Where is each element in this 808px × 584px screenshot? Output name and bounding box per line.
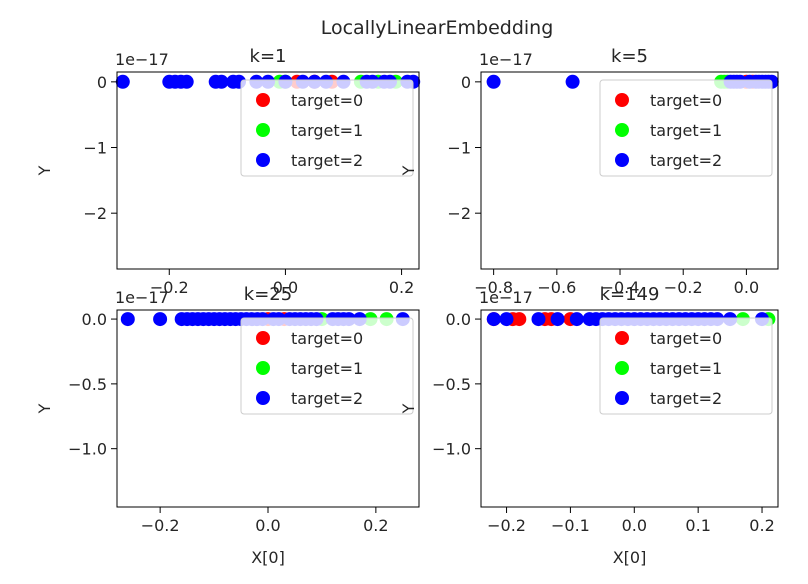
figure-suptitle: LocallyLinearEmbedding bbox=[321, 17, 554, 39]
y-tick-label: 0 bbox=[461, 73, 471, 92]
subplot-title: k=5 bbox=[611, 46, 648, 67]
x-tick-label: −0.2 bbox=[664, 278, 703, 297]
x-tick-label: 0.0 bbox=[622, 516, 647, 535]
y-tick-label: 0.0 bbox=[446, 310, 471, 329]
data-point-target2 bbox=[115, 74, 130, 89]
x-axis-label: X[0] bbox=[251, 548, 285, 567]
x-tick-label: 0.0 bbox=[734, 278, 759, 297]
legend-box bbox=[599, 79, 773, 177]
y-axis-label: Y bbox=[35, 403, 54, 414]
subplot-title: k=149 bbox=[600, 284, 660, 305]
y-tick-label: 0.0 bbox=[82, 310, 107, 329]
y-tick-label: −1 bbox=[83, 139, 107, 158]
legend-label-target1: target=1 bbox=[650, 121, 722, 140]
legend-box bbox=[240, 317, 414, 415]
legend-marker-target0 bbox=[256, 93, 270, 107]
axes-frame bbox=[480, 309, 779, 508]
legend-marker-target1 bbox=[256, 123, 270, 137]
subplot-title: k=1 bbox=[250, 46, 287, 67]
legend-marker-target2 bbox=[256, 153, 270, 167]
y-offset-text: 1e−17 bbox=[479, 288, 533, 307]
legend-marker-target1 bbox=[615, 123, 629, 137]
y-offset-text: 1e−17 bbox=[479, 50, 533, 69]
y-tick-label: −0.5 bbox=[432, 375, 471, 394]
x-tick-label: 0.0 bbox=[255, 516, 280, 535]
data-point-target2 bbox=[214, 74, 229, 89]
legend-marker-target2 bbox=[615, 153, 629, 167]
y-tick-label: 0 bbox=[97, 73, 107, 92]
x-tick-label: −0.4 bbox=[601, 278, 640, 297]
legend-label-target1: target=1 bbox=[291, 359, 363, 378]
x-tick-label: −0.2 bbox=[141, 516, 180, 535]
data-point-target2 bbox=[565, 74, 580, 89]
subplot-2: −0.8 −0.6 −0.4 −0.2 0.0 0 −1 −2 1e−17 k=5 Ytarget=… bbox=[399, 46, 779, 297]
x-tick-label: 0.0 bbox=[273, 278, 298, 297]
x-axis-label: X[0] bbox=[613, 548, 647, 567]
data-point-target2 bbox=[499, 312, 514, 327]
subplot-4: −0.2 −0.1 0.0 0.1 0.2 0.0 −0.5 −1.0 1e−17 k=149 Y X… bbox=[399, 284, 779, 567]
legend-label-target1: target=1 bbox=[291, 121, 363, 140]
data-point-target2 bbox=[153, 312, 168, 327]
legend: target=0 target=1 target=2 bbox=[240, 317, 414, 415]
y-tick-label: −1 bbox=[447, 139, 471, 158]
legend-label-target0: target=0 bbox=[291, 329, 363, 348]
legend-label-target2: target=2 bbox=[650, 151, 722, 170]
legend-label-target0: target=0 bbox=[291, 91, 363, 110]
axes-frame bbox=[116, 71, 420, 270]
legend-marker-target2 bbox=[256, 391, 270, 405]
data-point-target2 bbox=[486, 74, 501, 89]
subplot-title: k=25 bbox=[244, 284, 292, 305]
legend-label-target2: target=2 bbox=[291, 151, 363, 170]
legend-marker-target0 bbox=[615, 93, 629, 107]
legend-box bbox=[599, 317, 773, 415]
x-tick-label: 0.2 bbox=[363, 516, 388, 535]
legend-marker-target1 bbox=[256, 361, 270, 375]
x-tick-label: 0.2 bbox=[749, 516, 774, 535]
legend: target=0 target=1 target=2 bbox=[240, 79, 414, 177]
x-tick-label: 0.2 bbox=[389, 278, 414, 297]
y-tick-label: −1.0 bbox=[68, 440, 107, 459]
legend-label-target0: target=0 bbox=[650, 91, 722, 110]
legend-label-target0: target=0 bbox=[650, 329, 722, 348]
legend-label-target2: target=2 bbox=[650, 389, 722, 408]
legend: target=0 target=1 target=2 bbox=[599, 317, 773, 415]
x-tick-label: −0.2 bbox=[150, 278, 189, 297]
data-point-target2 bbox=[550, 312, 565, 327]
legend-marker-target2 bbox=[615, 391, 629, 405]
data-point-target2 bbox=[531, 312, 546, 327]
legend-label-target1: target=1 bbox=[650, 359, 722, 378]
y-axis-label: Y bbox=[399, 165, 418, 176]
legend-marker-target0 bbox=[615, 331, 629, 345]
x-tick-label: −0.2 bbox=[487, 516, 526, 535]
x-tick-label: −0.6 bbox=[537, 278, 576, 297]
legend-marker-target1 bbox=[615, 361, 629, 375]
legend-box bbox=[240, 79, 414, 177]
data-point-target2 bbox=[569, 312, 584, 327]
y-offset-text: 1e−17 bbox=[115, 288, 169, 307]
legend-marker-target0 bbox=[256, 331, 270, 345]
y-offset-text: 1e−17 bbox=[115, 50, 169, 69]
data-point-target2 bbox=[486, 312, 501, 327]
axes-frame bbox=[480, 71, 779, 270]
x-tick-label: 0.1 bbox=[685, 516, 710, 535]
data-point-target2 bbox=[179, 74, 194, 89]
y-tick-label: −0.5 bbox=[68, 375, 107, 394]
y-axis-label: Y bbox=[399, 403, 418, 414]
legend: target=0 target=1 target=2 bbox=[599, 79, 773, 177]
x-tick-label: −0.1 bbox=[551, 516, 590, 535]
y-axis-label: Y bbox=[35, 165, 54, 176]
legend-label-target2: target=2 bbox=[291, 389, 363, 408]
x-tick-label: −0.8 bbox=[474, 278, 513, 297]
data-point-target2 bbox=[120, 312, 135, 327]
subplot-3: −0.2 0.0 0.2 0.0 −0.5 −1.0 1e−17 k=25 Y X[0] targe… bbox=[35, 284, 420, 567]
data-point-target0 bbox=[512, 312, 527, 327]
y-tick-label: −1.0 bbox=[432, 440, 471, 459]
y-tick-label: −2 bbox=[83, 204, 107, 223]
y-tick-label: −2 bbox=[447, 204, 471, 223]
